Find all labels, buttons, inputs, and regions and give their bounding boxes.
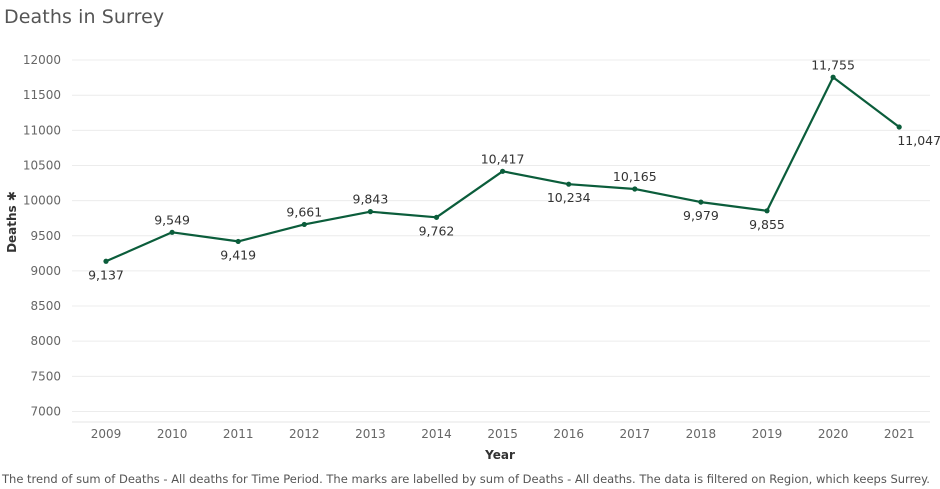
x-tick-label: 2021 — [884, 427, 915, 441]
y-tick-label: 11500 — [23, 88, 61, 102]
data-label: 11,755 — [811, 57, 855, 72]
y-tick-label: 7500 — [30, 369, 61, 383]
data-point[interactable] — [698, 199, 704, 205]
y-tick-label: 11000 — [23, 123, 61, 137]
x-tick-label: 2012 — [289, 427, 320, 441]
y-axis-label: Deaths ✱ — [5, 191, 19, 253]
data-point[interactable] — [500, 168, 506, 174]
data-point[interactable] — [566, 181, 572, 187]
data-label: 9,419 — [220, 247, 256, 262]
y-axis-ticks: 7000 7500 8000 8500 9000 9500 10000 10500 11000 1… — [23, 53, 61, 418]
x-tick-label: 2014 — [421, 427, 452, 441]
data-label: 10,234 — [547, 190, 591, 205]
x-tick-label: 2017 — [620, 427, 651, 441]
data-label: 9,549 — [154, 212, 190, 227]
line-chart: 7000 7500 8000 8500 9000 9500 10000 10500 11000 1… — [5, 53, 940, 462]
data-label: 11,047 — [897, 133, 940, 148]
data-label: 10,417 — [481, 151, 525, 166]
data-label: 9,762 — [419, 223, 455, 238]
data-label: 9,843 — [353, 192, 389, 207]
x-tick-label: 2016 — [553, 427, 584, 441]
data-label: 9,855 — [749, 217, 785, 232]
x-tick-label: 2013 — [355, 427, 386, 441]
data-labels: 9,137 9,549 9,419 9,661 9,843 9,762 10,417 10,2… — [88, 57, 940, 282]
y-tick-label: 12000 — [23, 53, 61, 67]
chart-caption: The trend of sum of Deaths - All deaths … — [2, 472, 930, 486]
data-point[interactable] — [367, 209, 373, 215]
data-label: 9,137 — [88, 267, 124, 282]
y-tick-label: 7000 — [30, 404, 61, 418]
data-point[interactable] — [433, 214, 440, 220]
data-label: 9,979 — [683, 208, 719, 223]
y-tick-label: 8000 — [30, 334, 61, 348]
data-points — [103, 74, 902, 264]
y-tick-label: 9500 — [30, 229, 61, 243]
data-point[interactable] — [169, 229, 175, 235]
data-point[interactable] — [896, 124, 902, 130]
x-tick-label: 2019 — [752, 427, 783, 441]
chart-title: Deaths in Surrey — [4, 6, 165, 28]
x-tick-label: 2011 — [223, 427, 254, 441]
x-tick-label: 2009 — [91, 427, 122, 441]
x-tick-label: 2018 — [686, 427, 717, 441]
data-point[interactable] — [301, 221, 307, 228]
data-point[interactable] — [235, 238, 241, 245]
y-tick-label: 10500 — [23, 158, 61, 172]
x-tick-label: 2020 — [818, 427, 849, 441]
x-tick-label: 2010 — [157, 427, 188, 441]
x-axis-label: Year — [484, 448, 515, 462]
x-tick-label: 2015 — [487, 427, 518, 441]
y-tick-label: 8500 — [30, 299, 61, 313]
data-label: 9,661 — [286, 204, 322, 219]
y-tick-label: 9000 — [30, 264, 61, 278]
data-point[interactable] — [103, 258, 109, 264]
y-tick-label: 10000 — [23, 194, 61, 208]
data-point[interactable] — [830, 74, 836, 80]
x-axis-ticks: 2009 2010 2011 2012 2013 2014 2015 2016 2017 2018… — [91, 427, 915, 441]
data-point[interactable] — [764, 208, 770, 214]
data-point[interactable] — [632, 186, 638, 192]
grid-lines — [72, 59, 930, 423]
data-label: 10,165 — [613, 169, 657, 184]
